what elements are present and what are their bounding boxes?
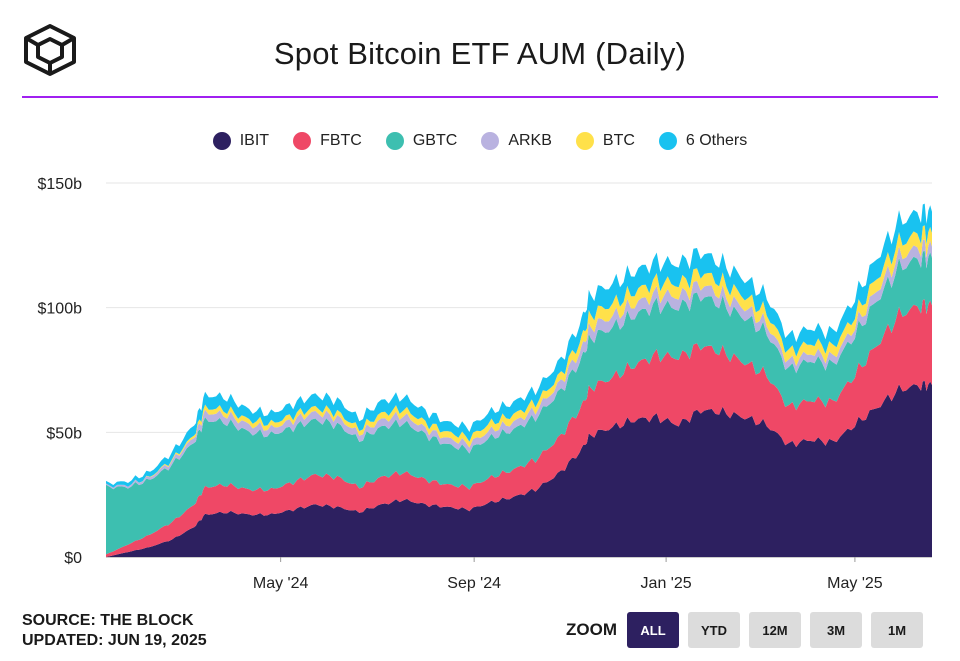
zoom-1m-button[interactable]: 1M [871, 612, 923, 648]
legend-item-arkb[interactable]: ARKB [481, 132, 552, 150]
chart-title: Spot Bitcoin ETF AUM (Daily) [273, 36, 687, 71]
x-tick-label: Jan '25 [641, 575, 692, 592]
zoom-ytd-button[interactable]: YTD [688, 612, 740, 648]
the-block-logo-icon [24, 24, 76, 76]
zoom-12m-button[interactable]: 12M [749, 612, 801, 648]
legend-label: BTC [602, 132, 635, 149]
x-tick-label: May '24 [253, 575, 309, 592]
legend-label: FBTC [320, 132, 362, 149]
legend-item-6-others[interactable]: 6 Others [658, 132, 748, 150]
legend-swatch [212, 132, 231, 150]
legend-swatch [658, 132, 677, 150]
legend-label: ARKB [508, 132, 552, 149]
legend-item-btc[interactable]: BTC [575, 132, 635, 150]
area-series-arkb [106, 239, 932, 490]
y-tick-label: $100b [38, 301, 83, 318]
area-series-btc [106, 225, 932, 488]
legend-label: 6 Others [685, 132, 748, 149]
zoom-all-button[interactable]: ALL [627, 612, 679, 648]
zoom-3m-button[interactable]: 3M [810, 612, 862, 648]
legend-swatch [575, 132, 594, 150]
chart-legend: IBIT FBTC GBTC ARKB BTC 6 Others [0, 132, 960, 150]
source-label: SOURCE: THE BLOCK [22, 612, 194, 629]
x-tick-label: Sep '24 [447, 575, 501, 592]
area-series-6-others [106, 203, 932, 488]
footer-info: SOURCE: THE BLOCK UPDATED: JUN 19, 2025 [22, 611, 207, 651]
legend-swatch [385, 132, 404, 150]
zoom-controls: ZOOM ALL YTD 12M 3M 1M [566, 612, 923, 648]
area-series-gbtc [106, 250, 932, 555]
legend-label: GBTC [412, 132, 458, 149]
area-series-fbtc [106, 299, 932, 557]
zoom-label: ZOOM [566, 620, 617, 639]
y-tick-label: $150b [38, 176, 83, 193]
legend-label: IBIT [239, 132, 270, 149]
legend-swatch [481, 132, 500, 150]
legend-item-gbtc[interactable]: GBTC [385, 132, 458, 150]
x-tick-label: May '25 [827, 575, 883, 592]
legend-item-fbtc[interactable]: FBTC [293, 132, 362, 150]
y-tick-label: $50b [46, 425, 82, 442]
legend-swatch [293, 132, 312, 150]
title-divider [22, 96, 938, 98]
legend-item-ibit[interactable]: IBIT [212, 132, 270, 150]
y-tick-label: $0 [64, 550, 82, 567]
updated-label: UPDATED: JUN 19, 2025 [22, 632, 207, 649]
chart-plot: $0 $50b $100b $150b May '24 Sep '24 Jan '25 May… [38, 176, 932, 592]
area-series-ibit [106, 380, 932, 557]
